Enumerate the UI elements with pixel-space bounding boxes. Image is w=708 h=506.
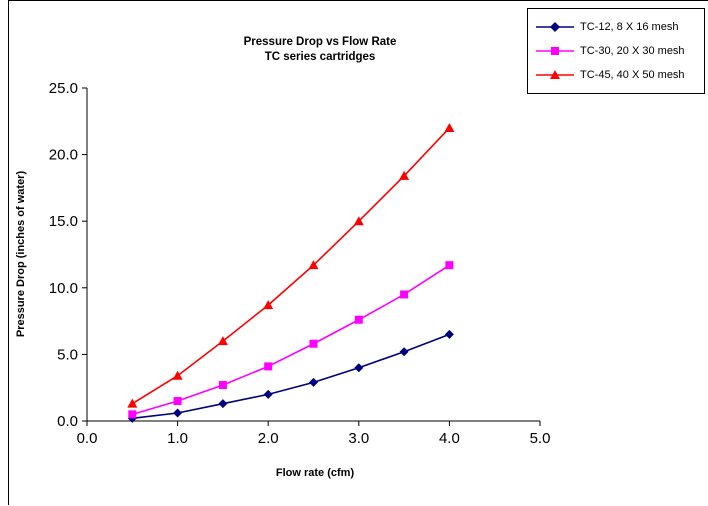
chart-subtitle: TC series cartridges: [265, 51, 376, 63]
x-tick-label: 2.0: [258, 430, 279, 447]
y-tick-label: 20.0: [49, 147, 78, 164]
legend-item-tc45: TC-45, 40 X 50 mesh: [534, 66, 685, 84]
x-axis-label: Flow rate (cfm): [276, 467, 355, 479]
data-point: [263, 389, 273, 399]
series-line: [132, 333, 450, 420]
data-point: [354, 315, 363, 324]
axes: 0.0 5.0 10.0 15.0 20.0 25.0 0.0 1.0 2.0 3.0 4.0 5.0: [49, 80, 551, 447]
legend-swatch-tc30: [534, 44, 576, 58]
legend-item-tc30: TC-30, 20 X 30 mesh: [534, 42, 685, 60]
y-tick-label: 0.0: [57, 413, 78, 430]
data-point: [173, 397, 182, 406]
y-tick-label: 10.0: [49, 280, 78, 297]
legend-swatch-tc45: [534, 68, 576, 82]
legend: TC-12, 8 X 16 mesh TC-30, 20 X 30 mesh T…: [527, 8, 705, 94]
data-point: [309, 377, 318, 387]
data-point: [445, 261, 454, 270]
data-point: [173, 408, 183, 418]
data-point: [128, 410, 137, 419]
x-tick-label: 5.0: [530, 430, 551, 447]
legend-item-tc12: TC-12, 8 X 16 mesh: [534, 18, 678, 36]
data-point: [308, 260, 319, 270]
x-tick-label: 0.0: [77, 430, 98, 447]
data-point: [399, 170, 410, 180]
data-point: [172, 370, 183, 380]
y-tick-label: 25.0: [49, 80, 78, 97]
data-point: [218, 381, 227, 390]
data-point: [264, 362, 273, 371]
legend-swatch-tc12: [534, 20, 576, 34]
data-point: [399, 347, 409, 357]
data-point: [127, 398, 138, 408]
legend-label-tc12: TC-12, 8 X 16 mesh: [580, 21, 679, 33]
data-point: [400, 290, 409, 299]
legend-label-tc30: TC-30, 20 X 30 mesh: [580, 45, 685, 57]
y-axis-label: Pressure Drop (inches of water): [15, 171, 27, 338]
x-tick-label: 1.0: [167, 430, 188, 447]
x-tick-label: 3.0: [348, 430, 369, 447]
y-tick-label: 5.0: [57, 346, 78, 363]
data-point: [217, 336, 228, 346]
data-point: [354, 363, 364, 373]
data-point: [353, 216, 364, 226]
data-point: [444, 122, 455, 132]
legend-label-tc45: TC-45, 40 X 50 mesh: [580, 69, 685, 81]
chart-title: Pressure Drop vs Flow Rate: [244, 36, 397, 48]
data-point: [218, 399, 228, 409]
series-line: [131, 127, 450, 405]
series-line: [132, 264, 450, 416]
series-2: [128, 261, 454, 419]
data-point: [444, 329, 454, 339]
series-layer: [127, 122, 455, 423]
data-point: [263, 300, 274, 310]
x-tick-label: 4.0: [439, 430, 460, 447]
y-tick-label: 15.0: [49, 213, 78, 230]
series-3: [127, 122, 455, 408]
data-point: [309, 339, 318, 348]
